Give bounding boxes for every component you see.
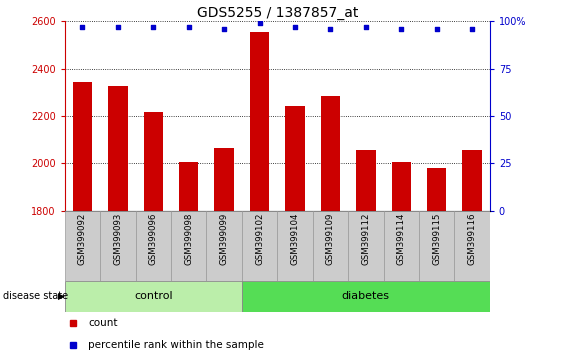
Text: diabetes: diabetes — [342, 291, 390, 302]
Text: GSM399096: GSM399096 — [149, 213, 158, 265]
Bar — [108, 86, 128, 211]
Point — [78, 24, 87, 30]
Text: GSM399114: GSM399114 — [397, 213, 406, 265]
Text: GSM399115: GSM399115 — [432, 213, 441, 265]
Point — [220, 26, 229, 32]
Bar — [207, 211, 242, 281]
Text: GSM399093: GSM399093 — [113, 213, 122, 265]
Title: GDS5255 / 1387857_at: GDS5255 / 1387857_at — [196, 6, 358, 20]
Bar — [144, 112, 163, 211]
Point — [468, 26, 477, 32]
Bar — [321, 96, 340, 211]
Bar — [285, 107, 305, 211]
Bar — [242, 211, 277, 281]
Point — [361, 24, 370, 30]
Bar — [250, 32, 269, 211]
Text: GSM399112: GSM399112 — [361, 213, 370, 265]
Bar — [215, 148, 234, 211]
Text: GSM399102: GSM399102 — [255, 213, 264, 265]
Bar — [65, 211, 100, 281]
Text: ▶: ▶ — [58, 292, 65, 301]
Text: GSM399109: GSM399109 — [326, 213, 335, 265]
Bar — [65, 281, 242, 312]
Bar — [73, 82, 92, 211]
Bar — [383, 211, 419, 281]
Bar — [171, 211, 207, 281]
Point — [397, 26, 406, 32]
Text: disease state: disease state — [3, 291, 68, 302]
Bar — [462, 150, 482, 211]
Text: GSM399099: GSM399099 — [220, 213, 229, 265]
Text: GSM399098: GSM399098 — [184, 213, 193, 265]
Bar — [179, 162, 199, 211]
Point — [149, 24, 158, 30]
Point — [113, 24, 122, 30]
Point — [432, 26, 441, 32]
Text: GSM399104: GSM399104 — [291, 213, 300, 265]
Bar — [419, 211, 454, 281]
Text: percentile rank within the sample: percentile rank within the sample — [88, 339, 264, 350]
Bar — [278, 211, 312, 281]
Bar — [348, 211, 383, 281]
Text: control: control — [134, 291, 173, 302]
Bar — [242, 281, 490, 312]
Text: GSM399116: GSM399116 — [468, 213, 477, 265]
Bar — [136, 211, 171, 281]
Bar — [100, 211, 136, 281]
Bar — [427, 168, 446, 211]
Point — [291, 24, 300, 30]
Point — [255, 20, 264, 26]
Point — [326, 26, 335, 32]
Text: count: count — [88, 318, 118, 329]
Bar — [454, 211, 490, 281]
Text: GSM399092: GSM399092 — [78, 213, 87, 265]
Bar — [312, 211, 348, 281]
Bar — [356, 150, 376, 211]
Bar — [391, 162, 411, 211]
Point — [184, 24, 193, 30]
